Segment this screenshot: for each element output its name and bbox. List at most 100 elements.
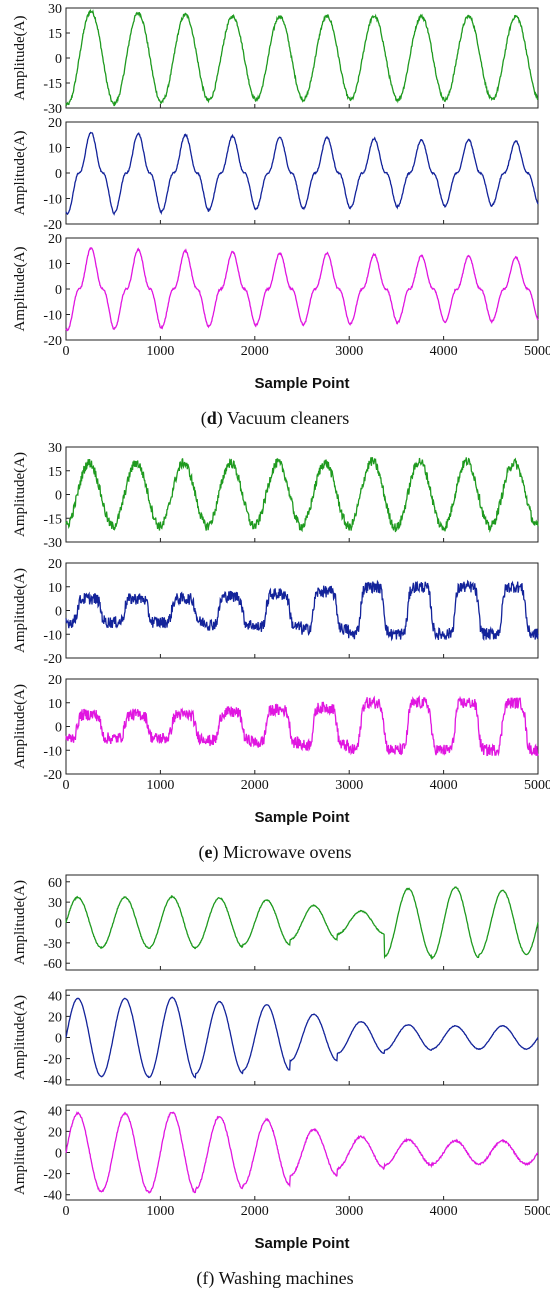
y-tick-label: 30 xyxy=(48,441,62,456)
y-axis-label: Amplitude(A) xyxy=(12,1110,28,1195)
y-tick-label: 30 xyxy=(48,896,62,911)
panel-1-0: 30 15 0 -15 -30 Amplitude(A) xyxy=(12,441,539,551)
panel-2-2: 40 20 0 -20 -40 Amplitude(A) xyxy=(12,1104,539,1204)
caption-paren: ( xyxy=(199,842,205,863)
y-tick-label: 0 xyxy=(55,167,62,182)
y-tick-label: 60 xyxy=(48,876,62,891)
y-tick-label: 20 xyxy=(48,1010,62,1025)
y-tick-label: 20 xyxy=(48,116,62,131)
panel-0-0: 30 15 0 -15 -30 Amplitude(A) xyxy=(12,2,539,117)
caption-letter: e xyxy=(205,842,213,862)
y-tick-label: 15 xyxy=(48,27,62,42)
y-tick-label: 0 xyxy=(55,1147,62,1162)
y-tick-label: 0 xyxy=(55,721,62,736)
y-tick-label: -10 xyxy=(43,628,62,643)
y-tick-label: -20 xyxy=(43,1053,62,1068)
y-tick-label: 40 xyxy=(48,1104,62,1119)
y-tick-label: -20 xyxy=(43,1168,62,1183)
x-tick-label: 3000 xyxy=(335,1204,363,1219)
series-line xyxy=(65,247,539,332)
series-line xyxy=(65,457,539,533)
group-caption: (f) Washing machines xyxy=(196,1268,353,1289)
y-tick-label: 0 xyxy=(55,52,62,67)
y-tick-label: -40 xyxy=(43,1074,62,1089)
x-tick-label: 0 xyxy=(63,778,70,793)
panel-0-2: 20 10 0 -10 -20 Amplitude(A) xyxy=(12,232,539,349)
series-line xyxy=(65,131,539,216)
series-line xyxy=(65,996,539,1079)
series-line xyxy=(65,8,539,107)
caption-text: ) Vacuum cleaners xyxy=(217,408,350,429)
x-axis-label: Sample Point xyxy=(254,1235,349,1252)
x-axis-label: Sample Point xyxy=(254,375,349,392)
y-tick-label: -10 xyxy=(43,744,62,759)
series-line xyxy=(65,886,539,961)
x-tick-label: 4000 xyxy=(430,1204,458,1219)
y-axis-label: Amplitude(A) xyxy=(12,995,28,1080)
plot-frame xyxy=(65,562,539,659)
series-line xyxy=(65,579,539,642)
panel-1-1: 20 10 0 -10 -20 Amplitude(A) xyxy=(12,557,539,667)
y-tick-label: 20 xyxy=(48,232,62,247)
x-axis-label: Sample Point xyxy=(254,809,349,826)
y-tick-label: -20 xyxy=(43,218,62,233)
x-tick-label: 0 xyxy=(63,344,70,359)
x-tick-label: 2000 xyxy=(241,778,269,793)
y-axis-label: Amplitude(A) xyxy=(12,880,28,965)
plot-frame xyxy=(65,7,539,109)
y-tick-label: 10 xyxy=(48,581,62,596)
y-axis-label: Amplitude(A) xyxy=(12,131,28,216)
y-tick-label: -60 xyxy=(43,957,62,972)
y-tick-label: -40 xyxy=(43,1189,62,1204)
y-tick-label: 0 xyxy=(55,283,62,298)
caption-text: ) Microwave ovens xyxy=(213,842,352,863)
y-axis-label: Amplitude(A) xyxy=(12,568,28,653)
y-tick-label: 20 xyxy=(48,557,62,572)
series-line xyxy=(65,694,539,757)
x-tick-label: 3000 xyxy=(335,344,363,359)
x-tick-label: 4000 xyxy=(430,778,458,793)
x-tick-label: 2000 xyxy=(241,1204,269,1219)
panel-0-1: 20 10 0 -10 -20 Amplitude(A) xyxy=(12,116,539,233)
y-axis-label: Amplitude(A) xyxy=(12,684,28,769)
x-tick-label: 5000 xyxy=(524,778,550,793)
y-tick-label: 15 xyxy=(48,465,62,480)
y-axis-label: Amplitude(A) xyxy=(12,247,28,332)
x-tick-label: 2000 xyxy=(241,344,269,359)
panel-2-0: 60 30 0 -30 -60 Amplitude(A) xyxy=(12,874,539,972)
panel-1-2: 20 10 0 -10 -20 Amplitude(A) xyxy=(12,673,539,783)
y-tick-label: 40 xyxy=(48,989,62,1004)
x-tick-label: 3000 xyxy=(335,778,363,793)
y-tick-label: -30 xyxy=(43,536,62,551)
x-tick-label: 4000 xyxy=(430,344,458,359)
y-tick-label: -10 xyxy=(43,193,62,208)
group-caption: (d) Vacuum cleaners xyxy=(201,408,350,429)
x-tick-label: 1000 xyxy=(146,778,174,793)
y-axis-label: Amplitude(A) xyxy=(12,16,28,101)
y-tick-label: -15 xyxy=(43,512,62,527)
caption-letter: d xyxy=(207,408,217,428)
y-tick-label: -30 xyxy=(43,102,62,117)
y-axis-label: Amplitude(A) xyxy=(12,452,28,537)
y-tick-label: 10 xyxy=(48,258,62,273)
y-tick-label: 0 xyxy=(55,1032,62,1047)
x-tick-label: 1000 xyxy=(146,1204,174,1219)
x-tick-label: 5000 xyxy=(524,344,550,359)
group-caption: (e) Microwave ovens xyxy=(199,842,352,863)
y-tick-label: 10 xyxy=(48,142,62,157)
y-tick-label: -10 xyxy=(43,309,62,324)
y-tick-label: 30 xyxy=(48,2,62,17)
y-tick-label: -20 xyxy=(43,768,62,783)
y-tick-label: 0 xyxy=(55,489,62,504)
x-tick-label: 1000 xyxy=(146,344,174,359)
y-tick-label: 0 xyxy=(55,917,62,932)
x-tick-label: 5000 xyxy=(524,1204,550,1219)
y-tick-label: -30 xyxy=(43,937,62,952)
series-line xyxy=(65,1111,539,1194)
panel-2-1: 40 20 0 -20 -40 Amplitude(A) xyxy=(12,989,539,1089)
y-tick-label: -20 xyxy=(43,652,62,667)
y-tick-label: 10 xyxy=(48,697,62,712)
x-tick-label: 0 xyxy=(63,1204,70,1219)
y-tick-label: 20 xyxy=(48,673,62,688)
